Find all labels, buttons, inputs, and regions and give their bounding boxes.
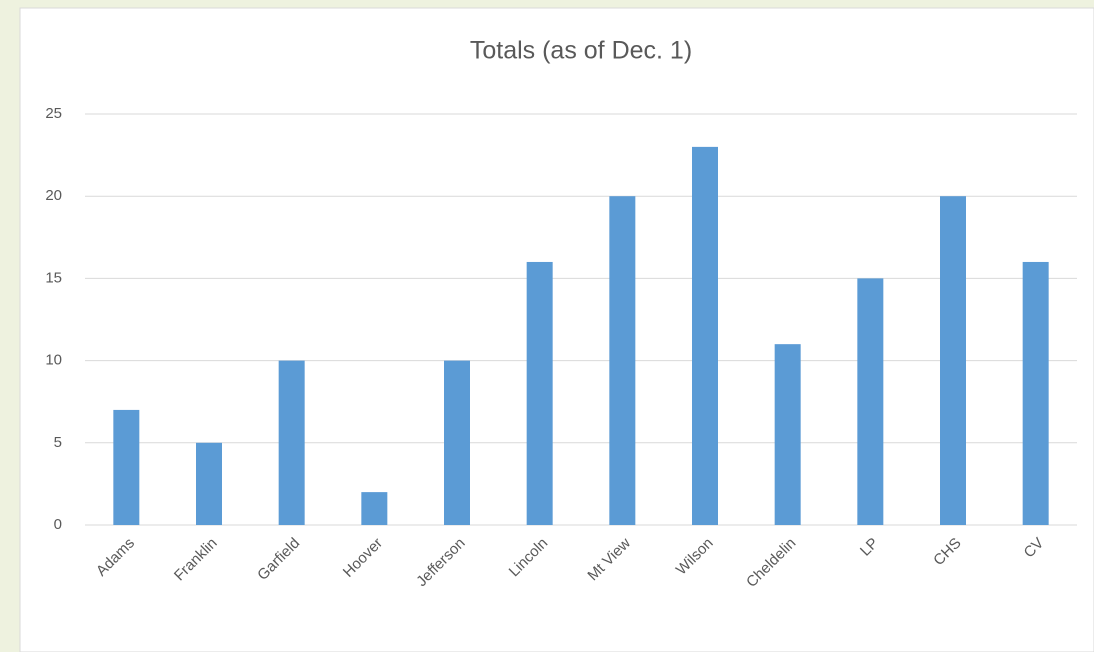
- y-tick-label: 15: [45, 269, 62, 286]
- bar: [940, 196, 966, 525]
- y-tick-label: 0: [54, 516, 62, 533]
- bar: [692, 146, 718, 525]
- bar: [857, 278, 884, 525]
- bar: [196, 442, 222, 525]
- bar: [278, 360, 305, 525]
- chart-area: [19, 7, 1094, 652]
- chart-title: Totals (as of Dec. 1): [470, 37, 692, 65]
- bar: [774, 344, 801, 525]
- y-tick-label: 20: [45, 187, 62, 204]
- bar: [361, 492, 388, 525]
- bar: [526, 261, 553, 525]
- bar: [113, 409, 140, 525]
- y-tick-label: 25: [45, 105, 62, 122]
- y-tick-label: 10: [45, 352, 62, 369]
- bar: [444, 360, 470, 525]
- y-tick-label: 5: [54, 434, 62, 451]
- bar: [1022, 261, 1049, 525]
- bar: [609, 196, 636, 525]
